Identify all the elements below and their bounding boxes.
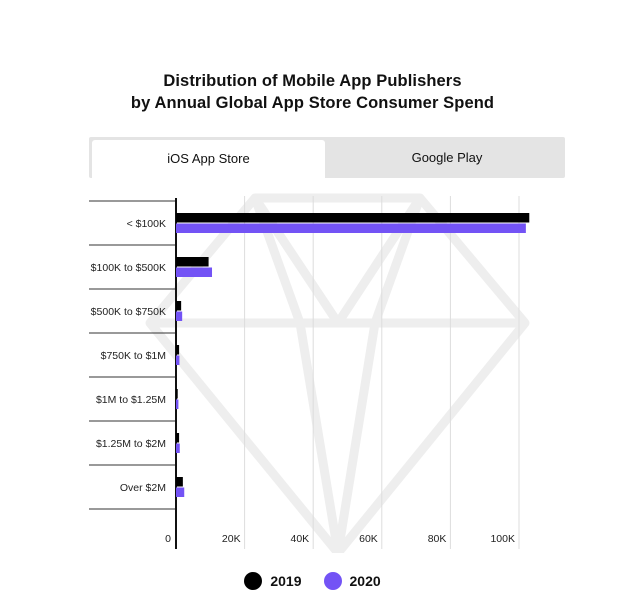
diamond-watermark-icon <box>145 193 530 553</box>
legend-marker-2020 <box>323 572 342 590</box>
bar-chart: < $100K $100K to $500K $500K to $750K $750K… <box>0 178 625 553</box>
legend-marker-2019 <box>244 572 263 590</box>
category-label-6: Over $2M <box>120 482 166 494</box>
bar-2020-3 <box>176 355 180 365</box>
bar-chart-svg: < $100K $100K to $500K $500K to $750K $750K… <box>89 193 530 553</box>
legend-label-2020: 2020 <box>349 573 381 589</box>
store-tabs: iOS App Store Google Play <box>89 137 565 178</box>
legend-item-2020: 2020 <box>323 572 381 590</box>
category-label-4: $1M to $1.25M <box>96 394 166 406</box>
category-label-0: < $100K <box>127 218 166 230</box>
chart-title: Distribution of Mobile App Publishers by… <box>0 70 625 114</box>
chart-title-line-2: by Annual Global App Store Consumer Spen… <box>130 94 495 112</box>
bar-2020-6 <box>176 487 185 497</box>
x-tick-label-2: 40K <box>291 533 310 545</box>
chart-legend: 2019 2020 <box>0 570 625 592</box>
x-tick-label-4: 80K <box>428 533 447 545</box>
bar-2020-1 <box>176 267 213 277</box>
tab-google-play[interactable]: Google Play <box>411 150 483 165</box>
chart-title-line-1: Distribution of Mobile App Publishers <box>163 72 462 90</box>
bar-2019-2 <box>176 301 182 311</box>
bar-2019-6 <box>176 477 183 487</box>
category-label-3: $750K to $1M <box>101 350 166 362</box>
x-tick-label-5: 100K <box>490 533 515 545</box>
category-label-1: $100K to $500K <box>91 262 166 274</box>
x-tick-label-0: 0 <box>165 533 171 545</box>
category-label-5: $1.25M to $2M <box>96 438 166 450</box>
category-label-2: $500K to $750K <box>91 306 166 318</box>
bar-2019-0 <box>176 213 530 223</box>
bar-2020-5 <box>176 443 180 453</box>
bar-2020-0 <box>176 223 526 233</box>
bar-2019-1 <box>176 257 209 267</box>
bar-2020-2 <box>176 311 183 321</box>
x-tick-label-1: 20K <box>222 533 241 545</box>
legend-item-2019: 2019 <box>244 572 302 590</box>
legend-label-2019: 2019 <box>270 573 302 589</box>
bar-2019-3 <box>176 345 180 355</box>
tab-ios-app-store[interactable]: iOS App Store <box>92 140 325 178</box>
bar-2019-5 <box>176 433 180 443</box>
x-tick-label-3: 60K <box>359 533 378 545</box>
bar-2019-4 <box>176 389 178 399</box>
bar-2020-4 <box>176 399 179 409</box>
